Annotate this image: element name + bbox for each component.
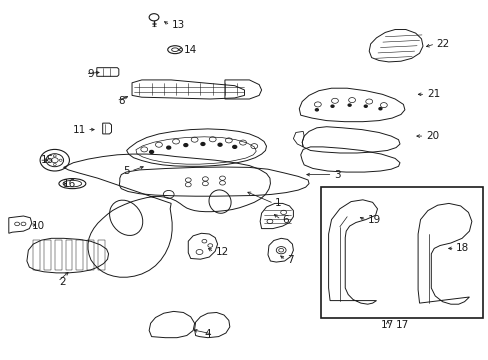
Circle shape — [232, 145, 236, 148]
Circle shape — [364, 105, 366, 107]
Circle shape — [149, 150, 153, 153]
Circle shape — [315, 109, 318, 111]
Text: 8: 8 — [118, 96, 124, 106]
Text: 11: 11 — [72, 125, 85, 135]
Text: 10: 10 — [32, 221, 45, 231]
Circle shape — [218, 143, 222, 146]
Circle shape — [183, 144, 187, 147]
Text: 9: 9 — [87, 69, 94, 79]
Text: 3: 3 — [333, 170, 340, 180]
Text: 4: 4 — [204, 329, 211, 339]
Text: 20: 20 — [425, 131, 438, 141]
Text: 6: 6 — [282, 215, 289, 225]
Text: 22: 22 — [436, 39, 449, 49]
Text: 19: 19 — [367, 215, 381, 225]
Text: 7: 7 — [287, 255, 294, 265]
Text: 5: 5 — [122, 166, 129, 176]
Circle shape — [201, 143, 204, 145]
Bar — [320, 187, 482, 318]
Text: 12: 12 — [215, 247, 228, 257]
Text: 17: 17 — [380, 320, 394, 330]
Text: 2: 2 — [59, 276, 66, 287]
Text: 13: 13 — [171, 20, 184, 30]
Text: 18: 18 — [455, 243, 468, 253]
Text: 21: 21 — [426, 89, 439, 99]
Text: 16: 16 — [62, 179, 76, 189]
Text: 14: 14 — [183, 45, 197, 55]
Text: 1: 1 — [275, 198, 282, 208]
Circle shape — [378, 108, 381, 110]
Circle shape — [166, 146, 170, 149]
Circle shape — [330, 105, 333, 107]
Text: 15: 15 — [41, 155, 54, 165]
Circle shape — [347, 104, 350, 106]
Text: 17: 17 — [394, 320, 408, 330]
